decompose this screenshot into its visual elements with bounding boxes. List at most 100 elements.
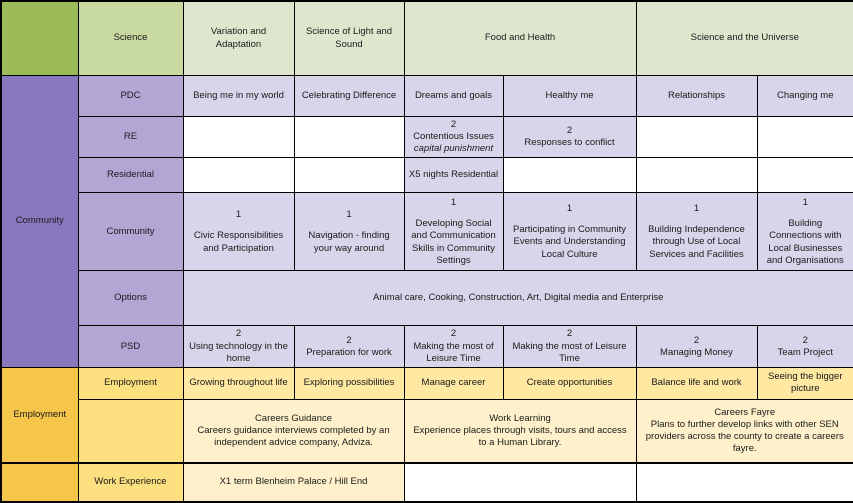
cell-careers-guidance: Careers Guidance Careers guidance interv…	[182, 398, 405, 464]
careers-fayre-text: Plans to further develop links with othe…	[645, 418, 844, 455]
cell-science-c1: Variation and Adaptation	[182, 0, 295, 76]
unit-title: Making the most of Leisure Time	[413, 340, 494, 364]
cell-employment-c5: Balance life and work	[635, 366, 758, 400]
cell-re-c2-empty	[293, 115, 405, 159]
sidebar-work-experience-empty	[0, 461, 79, 503]
unit-title: Developing Social and Communication Skil…	[411, 218, 496, 266]
cell-community-c4: 1 Participating in Community Events and …	[502, 192, 637, 272]
unit-number: 2	[346, 334, 352, 346]
cell-residential-c3: X5 nights Residential	[403, 157, 504, 194]
row-label-science: Science	[77, 0, 184, 76]
row-psd: PSD 2 Using technology in the home 2 Pre…	[1, 325, 853, 368]
cell-re-c6-empty	[756, 115, 853, 159]
cell-options-merged: Animal care, Cooking, Construction, Art,…	[182, 270, 853, 327]
unit-title: Using technology in the home	[189, 340, 288, 364]
unit-number: 2	[450, 119, 457, 130]
row-employment: Employment Employment Growing throughout…	[0, 366, 853, 464]
unit-title: Participating in Community Events and Un…	[513, 224, 626, 260]
cell-careers-fayre: Careers Fayre Plans to further develop l…	[635, 398, 853, 464]
cell-residential-c1-empty	[182, 157, 295, 194]
cell-community-c6: 1 Building Connections with Local Busine…	[756, 192, 853, 272]
row-label-psd: PSD	[77, 325, 184, 368]
unit-number: 2	[566, 125, 573, 137]
cell-work-learning: Work Learning Experience places through …	[403, 398, 637, 464]
unit-title: Preparation for work	[306, 346, 392, 358]
corner-cell	[0, 0, 79, 76]
row-label-options: Options	[77, 270, 184, 327]
unit-subtitle: capital punishment	[413, 143, 494, 155]
row-label-community: Community	[77, 192, 184, 272]
cell-workexp-c34-empty	[403, 461, 637, 503]
row-community: Community 1 Civic Responsibilities and P…	[1, 192, 853, 272]
cell-pdc-c3: Dreams and goals	[403, 75, 504, 117]
cell-psd-c2: 2 Preparation for work	[293, 325, 405, 368]
unit-number: 1	[802, 197, 808, 209]
cell-re-c4: 2 Responses to conflict	[502, 115, 637, 159]
unit-number: 2	[802, 334, 808, 346]
row-label-work-experience: Work Experience	[77, 461, 184, 503]
unit-title: Responses to conflict	[524, 137, 615, 149]
careers-fayre-title: Careers Fayre	[714, 406, 776, 418]
cell-residential-c4-empty	[502, 157, 637, 194]
careers-guidance-text: Careers guidance interviews completed by…	[197, 424, 390, 449]
cell-re-c5-empty	[635, 115, 758, 159]
unit-number: 1	[566, 203, 573, 215]
unit-title: Navigation - finding your way around	[308, 230, 390, 254]
cell-residential-c6-empty	[756, 157, 853, 194]
unit-title: Managing Money	[660, 346, 733, 358]
unit-number: 2	[693, 334, 700, 346]
cell-community-c1: 1 Civic Responsibilities and Participati…	[182, 192, 295, 272]
unit-number: 1	[450, 197, 457, 209]
cell-science-food-and-health: Food and Health	[403, 0, 637, 76]
cell-pdc-c4: Healthy me	[502, 75, 637, 117]
cell-psd-c5: 2 Managing Money	[635, 325, 758, 368]
cell-employment-c6: Seeing the bigger picture	[756, 366, 853, 400]
cell-psd-c4: 2 Making the most of Leisure Time	[502, 325, 637, 368]
unit-title: Making the most of Leisure Time	[512, 340, 627, 364]
unit-title: Contentious Issues	[413, 131, 494, 143]
cell-community-c3: 1 Developing Social and Communication Sk…	[403, 192, 504, 272]
unit-title: Team Project	[777, 346, 833, 358]
cell-psd-c1: 2 Using technology in the home	[182, 325, 295, 368]
cell-employment-c3: Manage career	[403, 366, 504, 400]
cell-pdc-c5: Relationships	[635, 75, 758, 117]
work-learning-text: Experience places through visits, tours …	[413, 424, 627, 449]
cell-employment-c2: Exploring possibilities	[293, 366, 405, 400]
cell-workexp-c56-empty	[635, 461, 853, 503]
cell-residential-c2-empty	[293, 157, 405, 194]
row-options: Options Animal care, Cooking, Constructi…	[1, 270, 853, 327]
unit-title: Civic Responsibilities and Participation	[193, 230, 284, 254]
cell-community-c5: 1 Building Independence through Use of L…	[635, 192, 758, 272]
cell-residential-c5-empty	[635, 157, 758, 194]
row-label-employment: Employment	[77, 366, 184, 400]
cell-psd-c3: 2 Making the most of Leisure Time	[403, 325, 504, 368]
cell-employment-c1: Growing throughout life	[182, 366, 295, 400]
cell-work-experience-placement: X1 term Blenheim Palace / Hill End	[182, 461, 405, 503]
sidebar-employment: Employment	[0, 366, 79, 464]
cell-pdc-c6: Changing me	[756, 75, 853, 117]
unit-title: Building Independence through Use of Loc…	[648, 224, 745, 260]
cell-science-c2: Science of Light and Sound	[293, 0, 405, 76]
cell-science-universe: Science and the Universe	[635, 0, 853, 76]
row-science: Science Variation and Adaptation Science…	[0, 0, 853, 76]
row-label-re: RE	[77, 115, 184, 159]
unit-title: Building Connections with Local Business…	[766, 218, 844, 266]
row-re: RE 2 Contentious Issues capital punishme…	[1, 115, 853, 159]
row-work-experience: Work Experience X1 term Blenheim Palace …	[0, 461, 853, 503]
row-residential: Residential X5 nights Residential	[1, 157, 853, 194]
cell-pdc-c1: Being me in my world	[182, 75, 295, 117]
row-pdc: Community PDC Being me in my world Celeb…	[0, 75, 853, 368]
sidebar-community: Community	[0, 75, 79, 368]
cell-employment-c4: Create opportunities	[502, 366, 637, 400]
work-learning-title: Work Learning	[489, 412, 551, 424]
row-careers: Careers Guidance Careers guidance interv…	[1, 398, 853, 464]
unit-number: 1	[346, 209, 352, 221]
row-label-pdc: PDC	[77, 75, 184, 117]
cell-re-c3: 2 Contentious Issues capital punishment	[403, 115, 504, 159]
unit-number: 1	[693, 203, 700, 215]
cell-re-c1-empty	[182, 115, 295, 159]
cell-community-c2: 1 Navigation - finding your way around	[293, 192, 405, 272]
unit-number: 2	[235, 328, 242, 340]
unit-number: 1	[235, 209, 242, 221]
